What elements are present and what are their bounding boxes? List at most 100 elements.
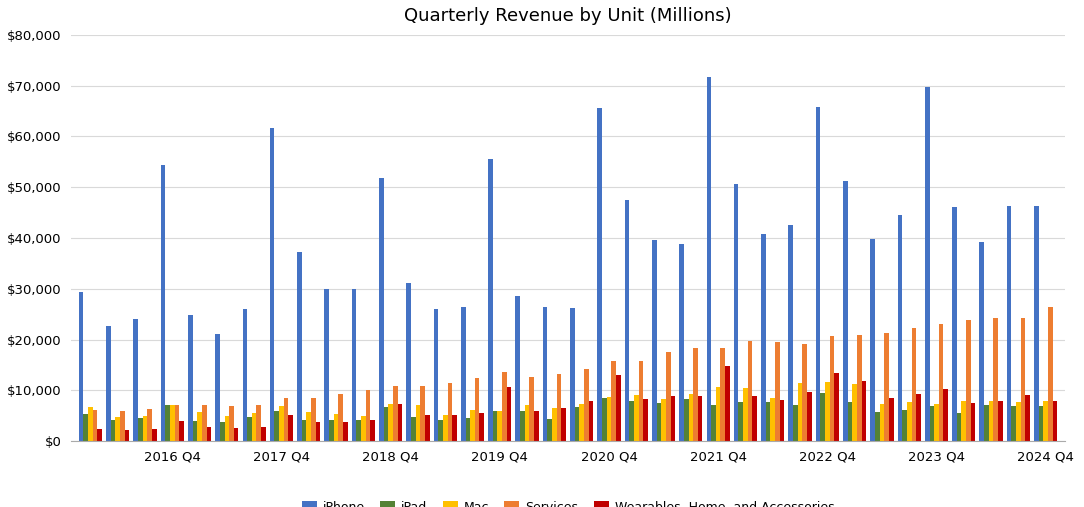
Bar — [661, 400, 666, 441]
Bar — [939, 324, 943, 441]
Bar — [465, 418, 470, 441]
Bar — [761, 234, 765, 441]
Bar — [698, 396, 702, 441]
Bar — [361, 416, 365, 441]
Bar — [875, 412, 879, 441]
Bar — [848, 402, 852, 441]
Bar — [925, 87, 930, 441]
Bar — [989, 401, 993, 441]
Bar — [147, 409, 152, 441]
Bar — [398, 404, 402, 441]
Bar — [470, 410, 475, 441]
Bar — [562, 408, 566, 441]
Bar — [624, 200, 630, 441]
Bar — [371, 420, 375, 441]
Bar — [725, 367, 730, 441]
Bar — [493, 411, 498, 441]
Bar — [334, 414, 338, 441]
Bar — [912, 328, 916, 441]
Bar — [1011, 406, 1016, 441]
Bar — [406, 283, 411, 441]
Bar — [461, 307, 465, 441]
Bar — [748, 341, 752, 441]
Bar — [711, 405, 715, 441]
Bar — [771, 399, 775, 441]
Bar — [802, 344, 806, 441]
Bar — [885, 334, 889, 441]
Bar — [680, 243, 684, 441]
Bar — [798, 383, 802, 441]
Bar — [106, 327, 111, 441]
Bar — [715, 387, 721, 441]
Bar — [516, 297, 520, 441]
Bar — [634, 395, 638, 441]
Bar — [693, 348, 698, 441]
Bar — [602, 399, 607, 441]
Bar — [324, 289, 330, 441]
Bar — [421, 386, 425, 441]
Bar — [311, 398, 315, 441]
Bar — [943, 389, 948, 441]
Bar — [443, 415, 448, 441]
Bar — [388, 404, 392, 441]
Bar — [216, 335, 220, 441]
Bar — [357, 420, 361, 441]
Bar — [752, 396, 757, 441]
Bar — [1007, 206, 1011, 441]
Bar — [175, 405, 179, 441]
Bar — [575, 407, 579, 441]
Bar — [448, 383, 452, 441]
Bar — [111, 420, 115, 441]
Bar — [688, 394, 693, 441]
Bar — [1021, 318, 1025, 441]
Bar — [1048, 307, 1053, 441]
Bar — [434, 309, 438, 441]
Bar — [775, 342, 779, 441]
Bar — [315, 422, 321, 441]
Bar — [297, 252, 301, 441]
Bar — [738, 403, 744, 441]
Bar — [229, 406, 234, 441]
Bar — [365, 390, 371, 441]
Bar — [643, 399, 648, 441]
Bar — [916, 394, 920, 441]
Bar — [993, 318, 998, 441]
Bar — [247, 417, 251, 441]
Bar — [284, 398, 288, 441]
Bar — [98, 429, 102, 441]
Bar — [597, 108, 602, 441]
Bar — [788, 225, 793, 441]
Bar — [684, 400, 688, 441]
Bar — [707, 78, 711, 441]
Title: Quarterly Revenue by Unit (Millions): Quarterly Revenue by Unit (Millions) — [404, 7, 732, 25]
Bar — [857, 335, 862, 441]
Bar — [83, 414, 88, 441]
Bar — [415, 405, 421, 441]
Bar — [779, 400, 785, 441]
Bar — [793, 405, 798, 441]
Bar — [825, 382, 829, 441]
Bar — [143, 416, 147, 441]
Bar — [547, 419, 552, 441]
Bar — [889, 399, 893, 441]
Bar — [1016, 402, 1021, 441]
Bar — [534, 411, 539, 441]
Bar — [392, 386, 398, 441]
Bar — [734, 184, 738, 441]
Bar — [589, 401, 593, 441]
Bar — [224, 416, 229, 441]
Bar — [502, 372, 506, 441]
Bar — [125, 430, 129, 441]
Bar — [616, 375, 620, 441]
Bar — [220, 422, 224, 441]
Bar — [479, 413, 485, 441]
Bar — [166, 405, 170, 441]
Bar — [343, 422, 348, 441]
Bar — [425, 415, 429, 441]
Bar — [962, 402, 966, 441]
Bar — [93, 410, 98, 441]
Bar — [806, 392, 812, 441]
Bar — [821, 393, 825, 441]
Bar — [301, 420, 307, 441]
Bar — [438, 420, 443, 441]
